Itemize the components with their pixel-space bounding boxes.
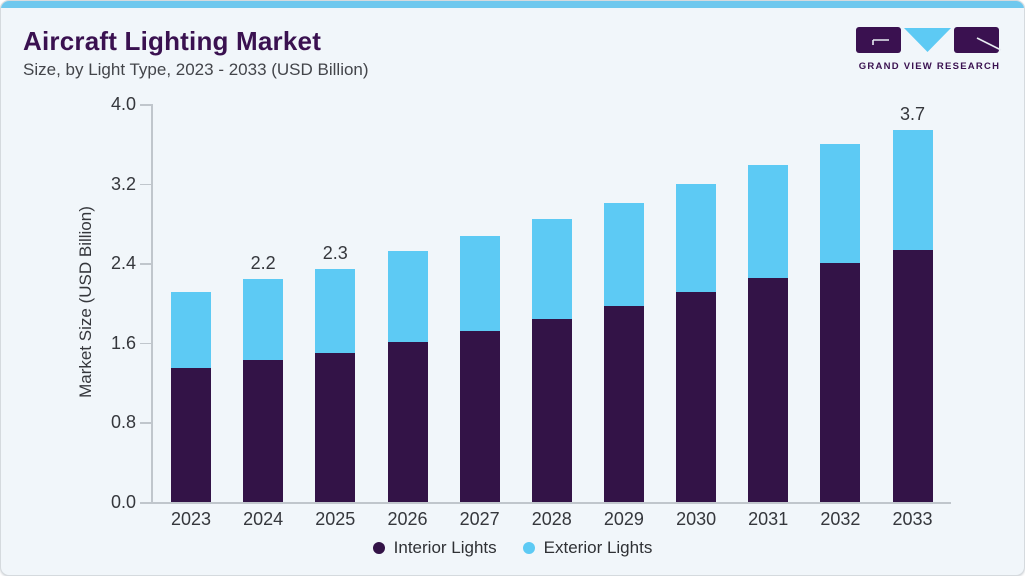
page-title: Aircraft Lighting Market xyxy=(23,26,322,56)
bar-2025-exterior-lights xyxy=(315,269,356,353)
legend-label-interior-lights: Interior Lights xyxy=(393,538,497,557)
bar-2026-interior-lights xyxy=(387,341,428,502)
legend-swatch-exterior-lights-icon xyxy=(522,542,535,554)
bar-2027-interior-lights xyxy=(459,330,500,502)
y-tick xyxy=(140,104,151,106)
x-tick-label-2029: 2029 xyxy=(603,509,644,529)
x-tick-label-2030: 2030 xyxy=(676,509,717,529)
logo-g-mark-icon xyxy=(872,39,889,45)
bar-2032-interior-lights xyxy=(820,263,861,502)
bar-2029-interior-lights xyxy=(603,306,644,502)
legend: Interior Lights Exterior Lights xyxy=(1,538,1024,558)
y-axis-title: Market Size (USD Billion) xyxy=(76,206,95,398)
logo-v-triangle-icon xyxy=(904,28,951,52)
x-tick-label-2026: 2026 xyxy=(387,509,428,529)
top-accent-bar xyxy=(1,1,1024,8)
gvr-logo-marks xyxy=(856,27,1002,53)
y-tick-label: 1.6 xyxy=(110,332,136,353)
y-tick xyxy=(140,422,151,424)
bar-label-2025: 2.3 xyxy=(322,243,348,264)
bar-2026-exterior-lights xyxy=(387,251,428,342)
bar-2030-exterior-lights xyxy=(676,183,717,293)
bar-2025-interior-lights xyxy=(315,352,356,503)
bar-2028-interior-lights xyxy=(531,318,572,502)
x-tick-label-2033: 2033 xyxy=(892,509,933,529)
bar-2032-exterior-lights xyxy=(820,143,861,264)
y-tick-label: 4.0 xyxy=(110,94,136,114)
y-tick-label: 0.8 xyxy=(110,412,136,433)
y-tick-label: 0.0 xyxy=(110,492,136,512)
bar-2029-exterior-lights xyxy=(603,202,644,306)
x-tick-label-2032: 2032 xyxy=(820,509,861,529)
bar-2024-exterior-lights xyxy=(243,279,284,360)
logo-r-block-icon xyxy=(954,27,999,53)
gvr-logo: GRAND VIEW RESEARCH xyxy=(856,27,1003,72)
x-axis-spine xyxy=(151,502,951,504)
y-axis-spine xyxy=(151,104,153,502)
legend-item-interior-lights: Interior Lights xyxy=(372,538,497,558)
y-tick-label: 2.4 xyxy=(110,253,136,274)
x-tick-label-2024: 2024 xyxy=(243,509,284,529)
x-tick-label-2031: 2031 xyxy=(748,509,789,529)
legend-swatch-interior-lights-icon xyxy=(372,542,385,554)
logo-r-mark-icon xyxy=(976,37,1002,51)
x-tick-label-2027: 2027 xyxy=(459,509,500,529)
bar-2033-interior-lights xyxy=(892,250,933,502)
legend-label-exterior-lights: Exterior Lights xyxy=(543,538,653,557)
bar-2028-exterior-lights xyxy=(531,219,572,319)
bar-2031-interior-lights xyxy=(748,278,789,502)
y-tick xyxy=(140,502,151,504)
bar-label-2033: 3.7 xyxy=(899,103,926,124)
y-tick xyxy=(140,263,151,265)
bar-2033-exterior-lights xyxy=(892,129,933,251)
y-tick-label: 3.2 xyxy=(110,173,136,194)
bar-2027-exterior-lights xyxy=(459,236,500,331)
bar-2030-interior-lights xyxy=(676,292,717,502)
bar-2023-exterior-lights xyxy=(171,292,211,368)
bar-label-2024: 2.2 xyxy=(250,253,276,274)
bar-2031-exterior-lights xyxy=(748,164,789,279)
x-tick-label-2028: 2028 xyxy=(531,509,572,529)
legend-item-exterior-lights: Exterior Lights xyxy=(522,538,653,558)
page-subtitle: Size, by Light Type, 2023 - 2033 (USD Bi… xyxy=(23,60,369,79)
y-tick xyxy=(140,342,151,345)
bar-2024-interior-lights xyxy=(243,359,284,502)
x-tick-label-2025: 2025 xyxy=(315,509,356,529)
logo-brand-text: GRAND VIEW RESEARCH xyxy=(858,61,1001,72)
bar-2023-interior-lights xyxy=(171,367,211,502)
y-tick xyxy=(140,183,151,186)
x-tick-label-2023: 2023 xyxy=(170,509,212,529)
